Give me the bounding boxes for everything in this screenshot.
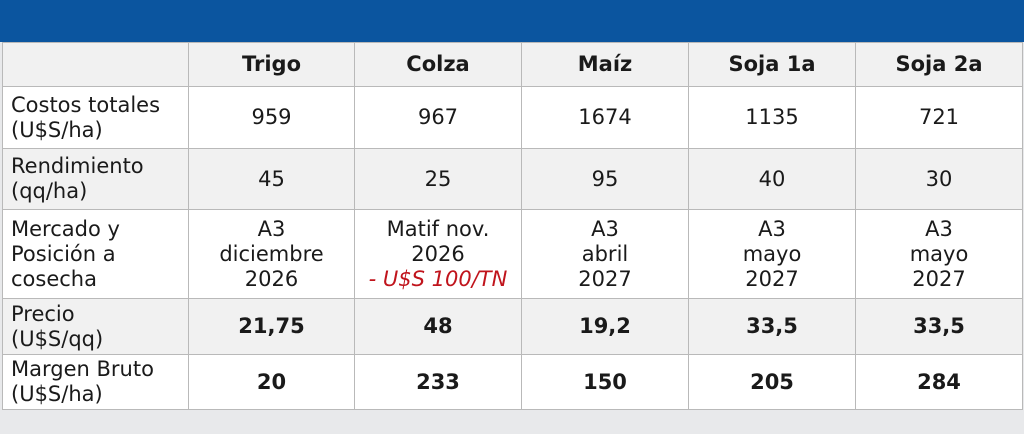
label-line: Mercado y (11, 216, 120, 241)
label-line: Rendimiento (11, 154, 144, 178)
table-cell: Matif nov. 2026- U$S 100/TN (354, 209, 522, 299)
cell-line: 233 (416, 369, 460, 394)
header-text: Maíz (577, 52, 633, 76)
cell-line: Matif nov. (386, 216, 490, 241)
table-cell: 21,75 (188, 298, 355, 355)
label-line: (U$S/ha) (11, 117, 103, 142)
cell-line: 20 (256, 369, 287, 394)
cell-line: 959 (251, 105, 292, 129)
column-header: Trigo (188, 42, 355, 87)
table-cell: 33,5 (688, 298, 856, 355)
corner-cell (2, 42, 189, 87)
row-label: Costos totales (U$S/ha) (2, 86, 189, 149)
label-line: (U$S/qq) (11, 326, 104, 351)
table-row: Mercado y Posición a cosecha A3 diciembre 202… (2, 209, 1023, 299)
table-cell: 45 (188, 148, 355, 210)
column-header: Soja 2a (855, 42, 1023, 87)
header-text: Soja 2a (895, 52, 983, 76)
table-cell: 205 (688, 354, 856, 410)
cell-line: diciembre (219, 241, 324, 266)
cell-line: 48 (423, 314, 453, 338)
cell-line: 45 (258, 166, 285, 191)
table-cell: 233 (354, 354, 522, 410)
table-cell: 284 (855, 354, 1023, 410)
table-row: Costos totales (U$S/ha) 959 967 1674 1135 721 (2, 86, 1023, 149)
cell-line: 2027 (745, 266, 799, 291)
cell-line: 33,5 (746, 314, 798, 338)
cell-line: 33,5 (913, 314, 965, 338)
label-line: Margen Bruto (11, 357, 154, 381)
header-text: Colza (406, 52, 470, 76)
cell-line: 40 (758, 166, 786, 191)
cell-line: 95 (591, 166, 619, 191)
table-row: Precio (U$S/qq) 21,75 48 19,2 33,5 33,5 (2, 298, 1023, 355)
table-cell: 48 (354, 298, 522, 355)
cell-line: 967 (417, 105, 459, 129)
cell-line: 205 (750, 369, 794, 394)
table-row: Rendimiento (qq/ha) 45 25 95 40 30 (2, 148, 1023, 210)
table-cell: 959 (188, 86, 355, 149)
table-cell: 30 (855, 148, 1023, 210)
cell-line: 19,2 (579, 314, 631, 338)
table-row: Margen Bruto (U$S/ha) 20 233 150 205 284 (2, 354, 1023, 410)
table-cell: 967 (354, 86, 522, 149)
column-header: Maíz (521, 42, 689, 87)
cell-line: 150 (583, 369, 627, 394)
table-cell: 33,5 (855, 298, 1023, 355)
table-cell: 1674 (521, 86, 689, 149)
cell-line: abril (581, 241, 629, 266)
cell-line: 284 (917, 369, 961, 394)
cell-line: mayo (909, 241, 969, 266)
top-band (0, 0, 1024, 42)
row-label: Rendimiento (qq/ha) (2, 148, 189, 210)
table-cell: A3 mayo 2027 (855, 209, 1023, 299)
label-line: (U$S/ha) (11, 382, 103, 406)
label-line: cosecha (11, 266, 97, 291)
column-header: Colza (354, 42, 522, 87)
cell-line: A3 (257, 216, 286, 241)
table-cell: 25 (354, 148, 522, 210)
cell-line: 721 (918, 105, 960, 129)
table-cell: A3 diciembre 2026 (188, 209, 355, 299)
cell-line: 2027 (912, 266, 966, 291)
cell-line: mayo (742, 241, 802, 266)
table-cell: 150 (521, 354, 689, 410)
table-cell: 721 (855, 86, 1023, 149)
row-label: Mercado y Posición a cosecha (2, 209, 189, 299)
header-row: Trigo Colza Maíz Soja 1a Soja 2a (2, 42, 1023, 87)
cell-line: 2026 (244, 266, 299, 291)
header-text: Trigo (241, 52, 302, 76)
table-cell: A3 abril 2027 (521, 209, 689, 299)
table-cell: A3 mayo 2027 (688, 209, 856, 299)
cell-line: A3 (925, 216, 953, 241)
table-cell: 19,2 (521, 298, 689, 355)
cell-line: 21,75 (238, 314, 305, 338)
cell-line: A3 (591, 216, 619, 241)
cell-line: 30 (925, 166, 953, 191)
cell-note: - U$S 100/TN (368, 266, 508, 291)
table-cell: 1135 (688, 86, 856, 149)
cell-line: 2027 (578, 266, 632, 291)
row-label: Precio (U$S/qq) (2, 298, 189, 355)
cell-line: A3 (758, 216, 786, 241)
table-cell: 95 (521, 148, 689, 210)
row-label: Margen Bruto (U$S/ha) (2, 354, 189, 410)
cell-line: 25 (424, 166, 452, 191)
table-cell: 40 (688, 148, 856, 210)
label-line: Posición a (11, 241, 116, 266)
cell-line: 2026 (411, 241, 465, 266)
cell-line: 1674 (578, 105, 632, 129)
column-header: Soja 1a (688, 42, 856, 87)
header-text: Soja 1a (728, 52, 816, 76)
table-cell: 20 (188, 354, 355, 410)
cost-table: Trigo Colza Maíz Soja 1a Soja 2a Costos total… (2, 42, 1023, 410)
label-line: (qq/ha) (11, 179, 88, 203)
label-line: Precio (11, 301, 75, 326)
cell-line: 1135 (745, 105, 799, 129)
label-line: Costos totales (11, 92, 161, 117)
